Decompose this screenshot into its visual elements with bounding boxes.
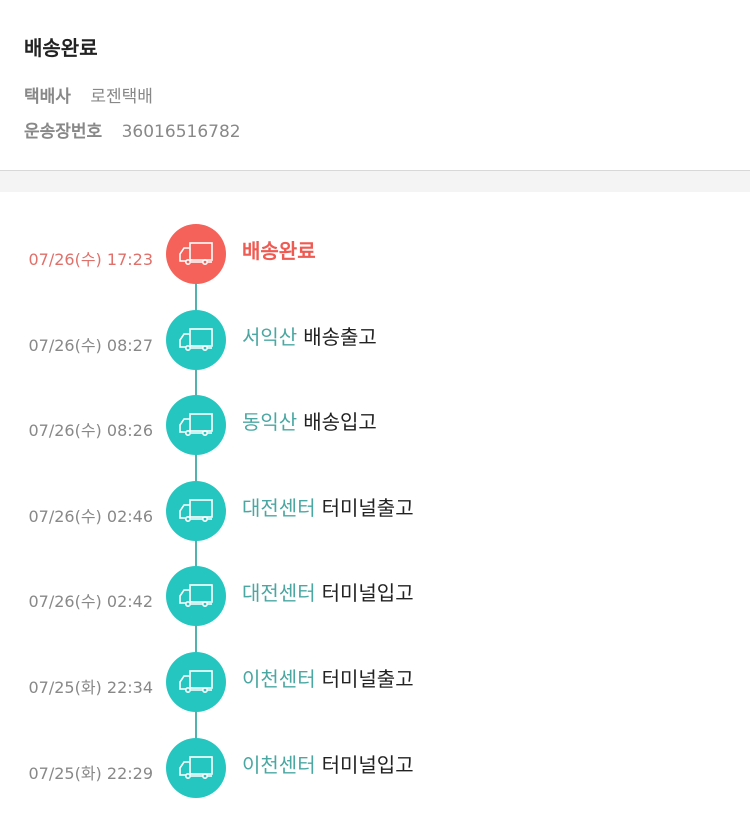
event-time: 07/26(수) 02:46 <box>28 506 153 526</box>
tracking-number: 36016516782 <box>121 122 241 142</box>
event-status-text: 터미널입고 <box>321 752 414 777</box>
truck-icon <box>166 566 226 627</box>
event-status: 배송완료 <box>242 224 316 278</box>
event-status: 이천센터 터미널입고 <box>242 738 414 792</box>
event-time: 07/25(화) 22:34 <box>28 678 153 697</box>
event-status: 동익산 배송입고 <box>242 395 377 449</box>
truck-icon <box>166 224 226 284</box>
event-time: 07/26(수) 02:42 <box>28 592 153 612</box>
event-location: 서익산 <box>242 324 298 349</box>
courier-value: 로젠택배 <box>90 87 153 107</box>
truck-icon <box>166 652 226 712</box>
event-time: 07/26(수) 08:26 <box>28 421 153 441</box>
event-location: 대전센터 <box>242 495 316 520</box>
timeline-event: 07/26(수) 17:23 배송완료 <box>0 224 750 284</box>
tracking-row: 운송장번호 36016516782 <box>24 117 241 142</box>
event-status: 서익산 배송출고 <box>242 310 377 364</box>
courier-row: 택배사 로젠택배 <box>24 82 153 107</box>
tracking-label: 운송장번호 <box>24 122 103 142</box>
timeline-event: 07/26(수) 02:42 대전센터 터미널입고 <box>0 566 750 627</box>
truck-icon <box>166 309 226 370</box>
event-status-text: 터미널출고 <box>321 667 414 691</box>
event-status-text: 배송출고 <box>303 324 377 349</box>
event-status-text: 배송입고 <box>303 410 377 435</box>
event-time: 07/25(화) 22:29 <box>28 763 153 783</box>
timeline-event: 07/25(화) 22:34 이천센터 터미널출고 <box>0 652 750 712</box>
event-location: 동익산 <box>242 410 298 435</box>
delivery-status-title: 배송완료 <box>24 36 98 60</box>
event-location: 이천센터 <box>242 667 316 691</box>
event-location: 대전센터 <box>242 581 316 606</box>
delivery-summary: 배송완료 택배사 로젠택배 운송장번호 36016516782 <box>0 0 750 171</box>
event-status-text: 터미널입고 <box>321 581 414 606</box>
truck-icon <box>166 737 226 798</box>
event-status-text: 배송완료 <box>242 239 316 263</box>
event-time: 07/26(수) 17:23 <box>28 250 153 269</box>
timeline-event: 07/26(수) 02:46 대전센터 터미널출고 <box>0 480 750 541</box>
event-status: 이천센터 터미널출고 <box>242 652 414 706</box>
timeline-event: 07/26(수) 08:27 서익산 배송출고 <box>0 309 750 370</box>
event-time: 07/26(수) 08:27 <box>28 335 153 355</box>
event-status: 대전센터 터미널출고 <box>242 481 414 535</box>
event-status: 대전센터 터미널입고 <box>242 566 414 620</box>
courier-label: 택배사 <box>24 87 71 107</box>
section-divider <box>0 171 750 192</box>
truck-icon <box>166 480 226 541</box>
timeline-event: 07/25(화) 22:29 이천센터 터미널입고 <box>0 737 750 798</box>
timeline-event: 07/26(수) 08:26 동익산 배송입고 <box>0 395 750 456</box>
event-status-text: 터미널출고 <box>321 495 414 520</box>
truck-icon <box>166 395 226 456</box>
event-location: 이천센터 <box>242 752 316 777</box>
